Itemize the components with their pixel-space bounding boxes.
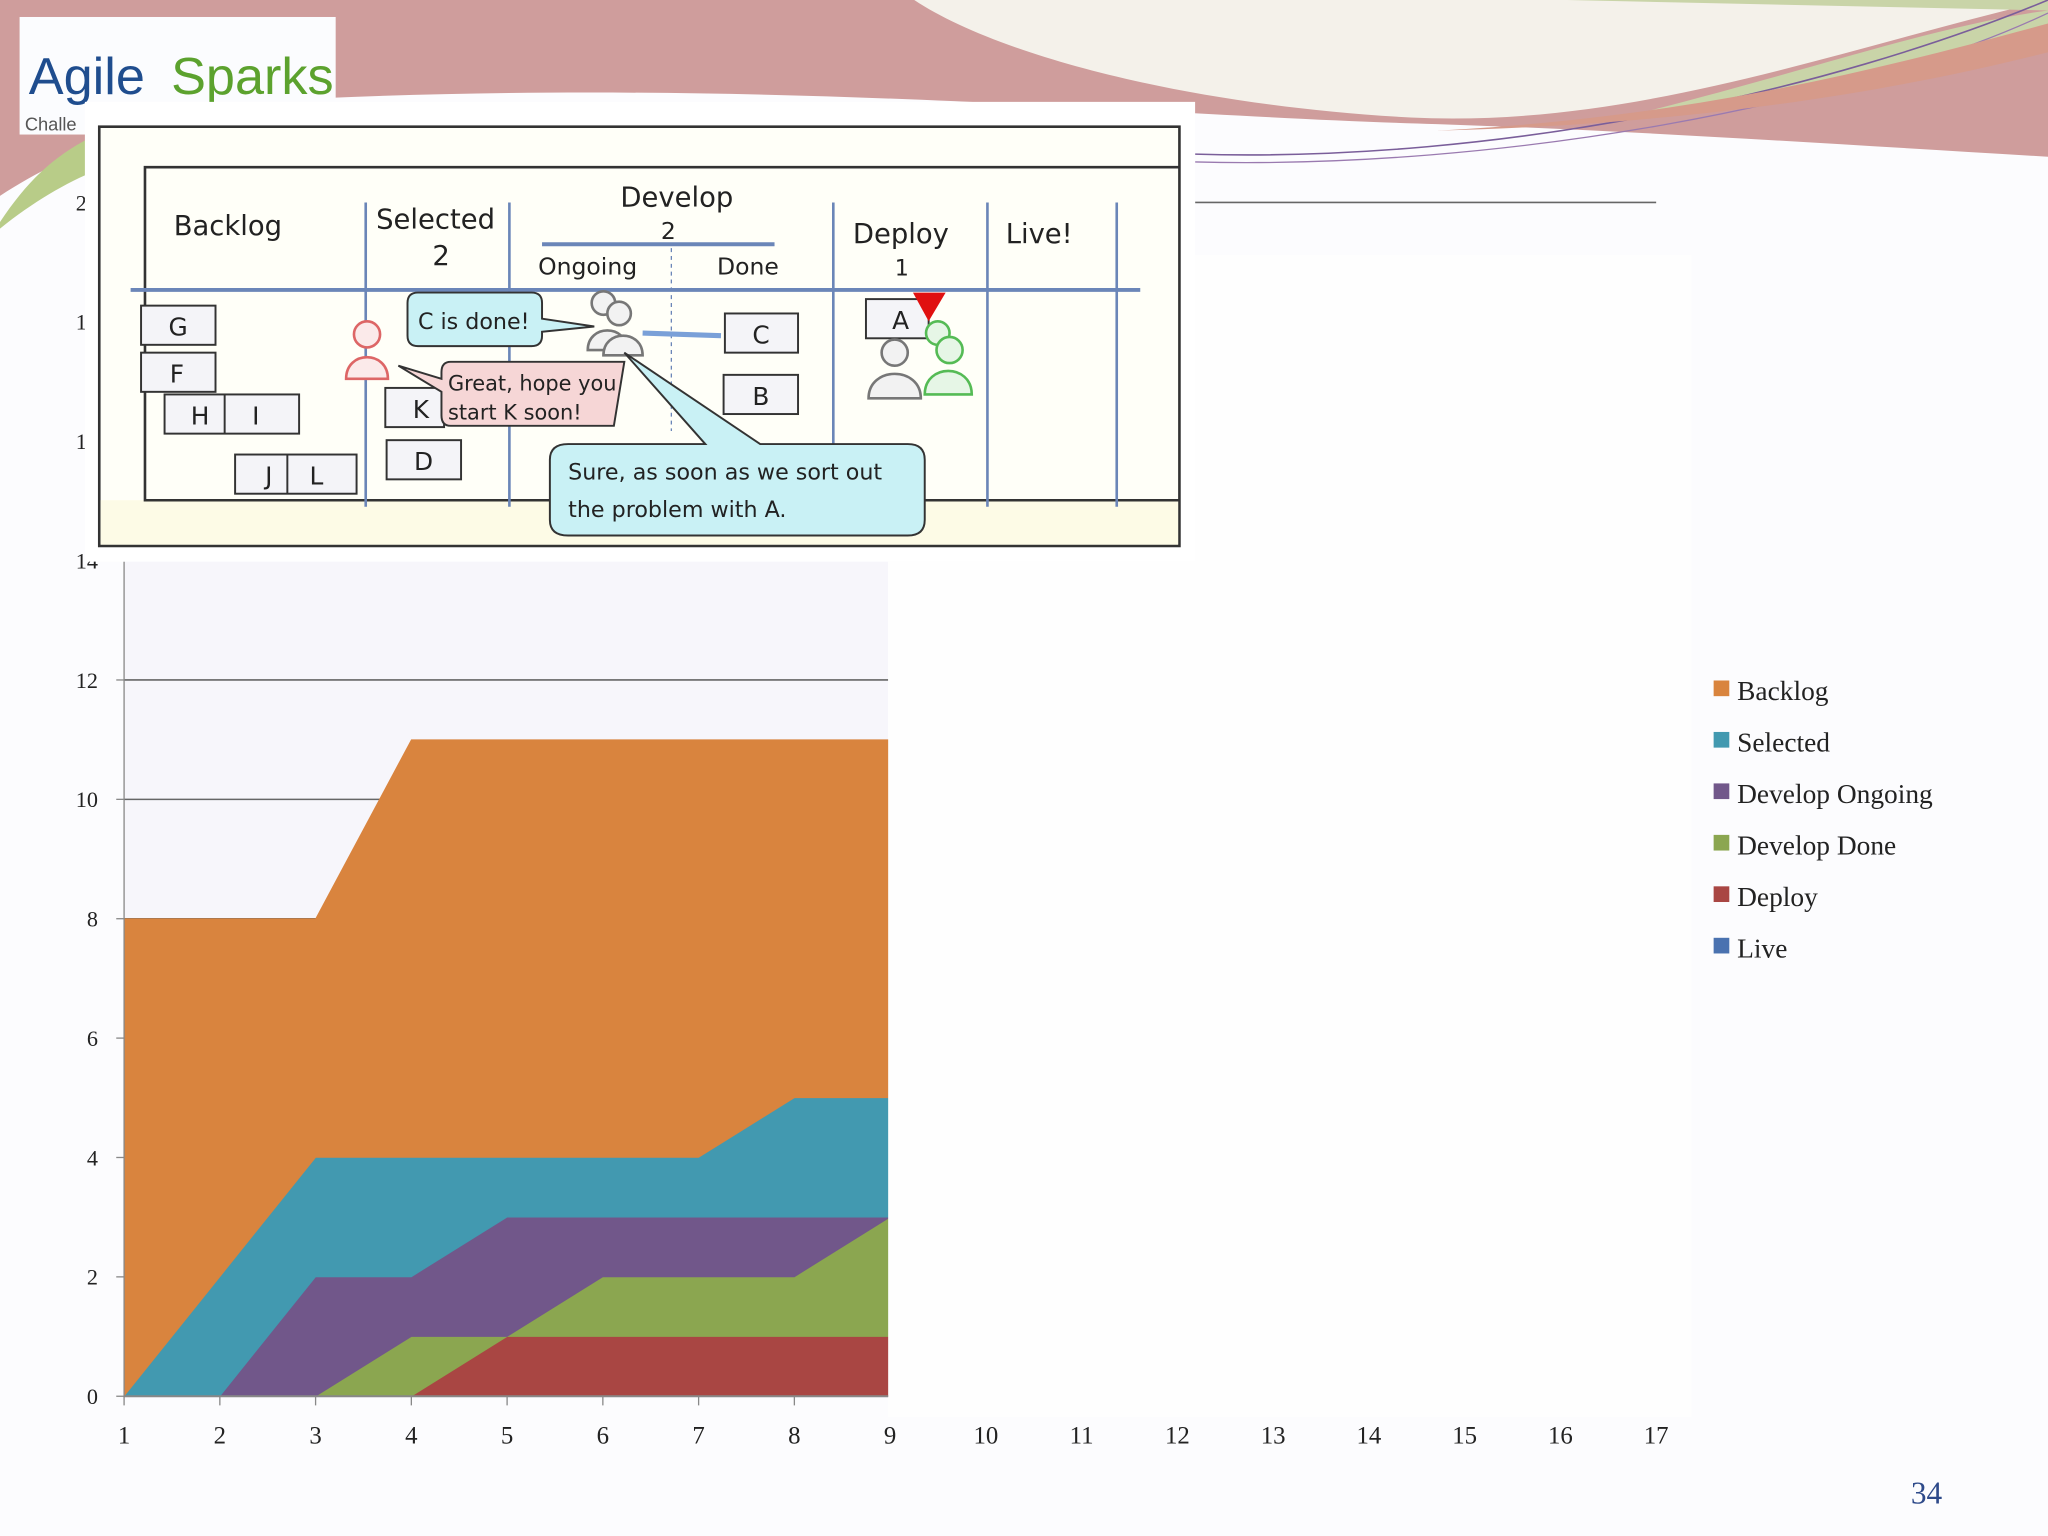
x-tick-label: 13 xyxy=(1261,1422,1286,1449)
x-tick-label: 11 xyxy=(1070,1422,1094,1449)
kanban-board-image: Backlog Selected 2 Develop 2 Ongoing Don… xyxy=(84,101,1196,562)
legend-swatch xyxy=(1713,783,1730,800)
x-tick-label: 15 xyxy=(1452,1422,1477,1449)
legend-swatch xyxy=(1713,834,1730,851)
column-ongoing: Ongoing xyxy=(538,252,637,280)
cumulative-flow-chart: 02468101214161820 1234567891011121314151… xyxy=(76,190,1933,1449)
card-l: L xyxy=(310,462,324,491)
team-deploy-icon xyxy=(867,320,974,400)
card-a: A xyxy=(892,306,909,335)
legend-swatch xyxy=(1713,886,1730,903)
selected-wip-limit: 2 xyxy=(432,241,449,272)
card-k: K xyxy=(413,395,430,424)
speech-bubble-c-done xyxy=(406,291,595,348)
card-c: C xyxy=(752,321,769,350)
legend: Backlog Selected Develop Ongoing Develop Do… xyxy=(1713,676,1933,963)
column-live: Live! xyxy=(1006,219,1073,250)
develop-wip-limit: 2 xyxy=(661,217,676,245)
legend-swatch xyxy=(1713,731,1730,748)
x-tick-label: 10 xyxy=(973,1422,998,1449)
legend-item: Develop Done xyxy=(1713,830,1896,860)
y-tick-label: 8 xyxy=(87,907,98,932)
card-j: J xyxy=(263,462,272,491)
bubble-great-line-2: start K soon! xyxy=(448,400,582,424)
legend-swatch xyxy=(1713,937,1730,954)
x-tick-label: 16 xyxy=(1548,1422,1573,1449)
legend-label: Develop Done xyxy=(1737,830,1896,860)
column-deploy: Deploy xyxy=(853,219,949,250)
x-tick-label: 17 xyxy=(1644,1422,1669,1449)
x-tick-label: 5 xyxy=(501,1422,513,1449)
x-tick-label: 9 xyxy=(884,1422,896,1449)
bubble-c-done-text: C is done! xyxy=(418,309,530,335)
legend-item: Deploy xyxy=(1713,882,1818,912)
legend-swatch xyxy=(1713,680,1730,697)
legend-item: Selected xyxy=(1713,728,1830,758)
card-b: B xyxy=(752,382,769,411)
card-d: D xyxy=(414,447,433,476)
card-f: F xyxy=(170,360,184,389)
logo-text-sparks: Sparks xyxy=(171,48,334,106)
x-tick-label: 7 xyxy=(692,1422,704,1449)
y-tick-label: 12 xyxy=(76,668,98,693)
x-tick-label: 12 xyxy=(1165,1422,1190,1449)
legend-label: Develop Ongoing xyxy=(1737,779,1933,809)
bubble-great-line-1: Great, hope you xyxy=(448,372,616,396)
x-tick-label: 2 xyxy=(214,1422,226,1449)
column-develop: Develop xyxy=(620,182,733,213)
legend-label: Live xyxy=(1737,933,1787,963)
red-person-icon xyxy=(344,320,390,381)
x-tick-label: 1 xyxy=(118,1422,130,1449)
x-tick-label: 14 xyxy=(1356,1422,1381,1449)
x-tick-labels: 1 2 3 4 5 6 7 8 9 10 11 12 13 14 15 16 17 xyxy=(118,1422,1669,1449)
card-i: I xyxy=(252,401,259,430)
legend-label: Backlog xyxy=(1737,676,1829,706)
deploy-wip-limit: 1 xyxy=(895,256,909,282)
legend-item: Develop Ongoing xyxy=(1713,779,1933,809)
bubble-sure-line-2: the problem with A. xyxy=(568,497,786,523)
arrow-icon xyxy=(642,330,722,339)
team-grey-icon xyxy=(586,289,644,357)
legend-label: Deploy xyxy=(1737,882,1818,912)
legend-item: Backlog xyxy=(1713,676,1829,706)
speech-bubble-great xyxy=(397,360,626,427)
x-tick-label: 3 xyxy=(309,1422,321,1449)
x-tick-label: 6 xyxy=(597,1422,609,1449)
y-tick-label: 0 xyxy=(87,1384,98,1409)
agile-sparks-logo: Agile Sparks Challe xyxy=(19,16,336,135)
x-tick-label: 4 xyxy=(405,1422,418,1449)
y-tick-label: 4 xyxy=(87,1145,98,1170)
blocked-marker-icon xyxy=(912,292,946,322)
legend-label: Selected xyxy=(1737,728,1830,758)
area-series xyxy=(123,739,892,1398)
y-tick-label: 10 xyxy=(76,787,98,812)
card-g: G xyxy=(168,313,187,342)
page-number: 34 xyxy=(1911,1475,1943,1510)
bubble-sure-line-1: Sure, as soon as we sort out xyxy=(568,459,882,485)
column-backlog: Backlog xyxy=(174,211,282,242)
column-done: Done xyxy=(717,252,779,280)
column-selected: Selected xyxy=(376,205,495,236)
speech-bubble-sure xyxy=(548,351,926,537)
legend-item: Live xyxy=(1713,933,1787,963)
logo-text-agile: Agile xyxy=(29,48,145,106)
card-h: H xyxy=(191,401,210,430)
y-tick-label: 6 xyxy=(87,1026,98,1051)
y-tick-label: 2 xyxy=(87,1265,98,1290)
x-tick-label: 8 xyxy=(788,1422,800,1449)
logo-tagline: Challe xyxy=(25,114,77,135)
